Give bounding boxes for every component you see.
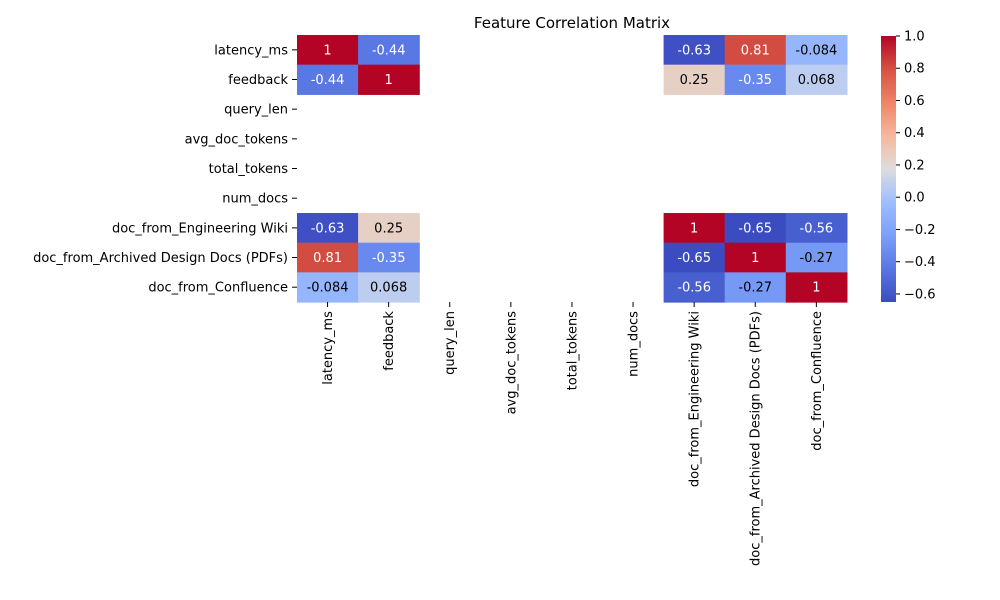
x-tick-label: total_tokens <box>565 311 580 391</box>
y-tick-label: doc_from_Engineering Wiki <box>112 221 288 236</box>
cell-annotation: -0.44 <box>311 73 345 88</box>
x-tick-label: num_docs <box>627 311 642 377</box>
cell-annotation: 1 <box>323 43 331 58</box>
colorbar-gradient <box>881 36 896 302</box>
heatmap-cell <box>358 64 420 95</box>
heatmap-cell <box>297 272 359 303</box>
heatmap-cell <box>297 35 359 66</box>
cell-annotation: 1 <box>690 221 698 236</box>
y-tick-label: feedback <box>228 73 288 88</box>
heatmap-cell <box>724 213 787 244</box>
x-tick-label: doc_from_Engineering Wiki <box>688 311 703 487</box>
chart-title: Feature Correlation Matrix <box>474 14 670 32</box>
cell-annotation: -0.44 <box>372 43 406 58</box>
cell-annotation: 0.81 <box>313 251 342 266</box>
colorbar <box>881 36 896 302</box>
colorbar-ticks: 1.0 0.8 0.6 0.4 0.2 0.0 −0.2 −0.4 −0.6 <box>896 30 936 302</box>
cell-annotation: -0.56 <box>800 221 834 236</box>
y-tick-label: doc_from_Confluence <box>148 281 288 296</box>
heatmap-cell-labels: 1 -0.44 -0.63 0.81 -0.084 -0.44 1 0.25 -0.35 0.06… <box>307 43 838 295</box>
x-tick-label: avg_doc_tokens <box>504 311 519 415</box>
x-tick-label: feedback <box>382 311 397 371</box>
heatmap-cell <box>785 242 848 273</box>
colorbar-tick-label: 0.0 <box>904 191 925 206</box>
heatmap-cell <box>358 213 420 244</box>
cell-annotation: -0.63 <box>677 43 711 58</box>
heatmap-cell <box>724 35 787 66</box>
x-tick-label: doc_from_Archived Design Docs (PDFs) <box>749 311 764 566</box>
heatmap-cell <box>785 213 848 244</box>
cell-annotation: -0.35 <box>372 251 406 266</box>
heatmap-cell <box>724 64 787 95</box>
x-axis-ticks: latency_ms feedback query_len avg_doc_token… <box>321 302 825 566</box>
cell-annotation: -0.084 <box>307 281 349 296</box>
heatmap-cell <box>663 35 726 66</box>
cell-annotation: 1 <box>751 251 759 266</box>
cell-annotation: -0.35 <box>738 73 772 88</box>
cell-annotation: 0.25 <box>680 73 709 88</box>
colorbar-tick-label: 0.8 <box>904 62 925 77</box>
heatmap-cell <box>358 242 420 273</box>
colorbar-tick-label: 0.6 <box>904 94 925 109</box>
colorbar-tick-label: −0.6 <box>904 287 936 302</box>
heatmap-cell <box>297 213 359 244</box>
y-tick-label: num_docs <box>222 192 288 207</box>
cell-annotation: -0.27 <box>800 251 834 266</box>
heatmap-cell <box>663 213 726 244</box>
x-tick-label: doc_from_Confluence <box>810 311 825 451</box>
y-tick-label: total_tokens <box>209 162 289 177</box>
heatmap-cell <box>785 272 848 303</box>
colorbar-tick-label: 1.0 <box>904 30 925 45</box>
cell-annotation: 0.068 <box>370 281 407 296</box>
heatmap-cell <box>724 242 787 273</box>
y-tick-label: query_len <box>224 103 288 118</box>
y-axis-ticks: latency_ms feedback query_len avg_doc_token… <box>33 43 297 296</box>
colorbar-tick-label: 0.4 <box>904 126 925 141</box>
cell-annotation: -0.084 <box>795 43 837 58</box>
cell-annotation: -0.65 <box>677 251 711 266</box>
heatmap-cell <box>785 64 848 95</box>
heatmap-cell <box>297 64 359 95</box>
y-tick-label: doc_from_Archived Design Docs (PDFs) <box>33 251 288 266</box>
heatmap-cell <box>358 272 420 303</box>
heatmap-cell <box>663 64 726 95</box>
cell-annotation: -0.27 <box>738 281 772 296</box>
colorbar-tick-label: 0.2 <box>904 158 925 173</box>
heatmap-cell <box>297 242 359 273</box>
heatmap-cell <box>724 272 787 303</box>
heatmap-cells <box>297 35 848 303</box>
y-tick-label: avg_doc_tokens <box>185 132 289 147</box>
x-tick-label: query_len <box>443 311 458 375</box>
x-tick-label: latency_ms <box>321 311 336 385</box>
heatmap-cell <box>663 272 726 303</box>
colorbar-tick-label: −0.2 <box>904 223 936 238</box>
heatmap-cell <box>358 35 420 66</box>
cell-annotation: 0.81 <box>741 43 770 58</box>
cell-annotation: 1 <box>812 281 820 296</box>
colorbar-tick-label: −0.4 <box>904 255 936 270</box>
heatmap-cell <box>785 35 848 66</box>
cell-annotation: -0.65 <box>738 221 772 236</box>
cell-annotation: 0.068 <box>798 73 835 88</box>
cell-annotation: 1 <box>385 73 393 88</box>
cell-annotation: -0.56 <box>677 281 711 296</box>
heatmap-cell <box>663 242 726 273</box>
cell-annotation: 0.25 <box>374 221 403 236</box>
cell-annotation: -0.63 <box>311 221 345 236</box>
y-tick-label: latency_ms <box>214 43 288 58</box>
